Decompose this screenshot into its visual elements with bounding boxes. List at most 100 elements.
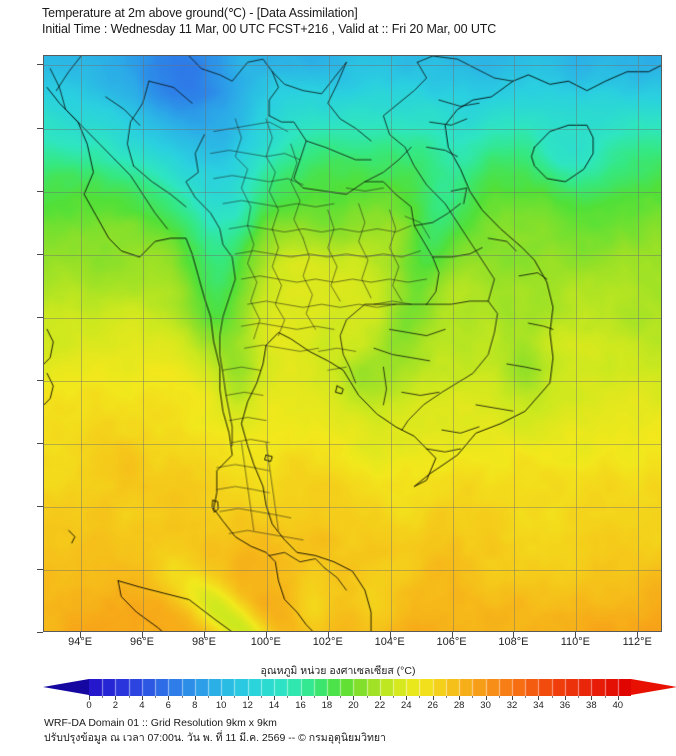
colorbar-tick-mark xyxy=(168,696,170,700)
colorbar-tick-label: 28 xyxy=(453,700,465,711)
colorbar-tick-label: 8 xyxy=(192,700,198,711)
colorbar-tick-label: 14 xyxy=(268,700,280,711)
colorbar-tick-label: 38 xyxy=(586,700,597,711)
x-axis-tick-label: 102°E xyxy=(312,636,343,648)
temperature-heatmap-canvas xyxy=(44,56,661,631)
colorbar-tick-mark xyxy=(194,696,196,700)
x-axis-tick-label: 96°E xyxy=(130,636,155,648)
colorbar-tick-label: 22 xyxy=(374,700,386,711)
colorbar: อุณหภูมิ หน่วย องศาเซลเซียส (°C) 0 2 4 6 8 10… xyxy=(0,662,676,712)
colorbar-tick-minor xyxy=(155,696,157,698)
colorbar-tick-label: 36 xyxy=(559,700,571,711)
colorbar-tick-label: 0 xyxy=(86,700,92,711)
colorbar-title: อุณหภูมิ หน่วย องศาเซลเซียส (°C) xyxy=(260,665,416,677)
map-plot-area xyxy=(43,55,662,632)
colorbar-tick-label: 34 xyxy=(533,700,544,711)
colorbar-tick-mark xyxy=(617,696,619,700)
colorbar-tick-label: 12 xyxy=(242,700,253,711)
x-axis-tick-label: 98°E xyxy=(191,636,216,648)
colorbar-tick-mark xyxy=(300,696,302,700)
x-axis-tick-mark xyxy=(575,632,577,638)
x-axis-tick-mark xyxy=(203,632,205,638)
colorbar-tick-minor xyxy=(181,696,183,698)
colorbar-tick-label: 40 xyxy=(612,700,624,711)
colorbar-tick-label: 18 xyxy=(321,700,333,711)
colorbar-tick-mark xyxy=(115,696,117,700)
colorbar-tick-label: 6 xyxy=(165,700,171,711)
colorbar-tick-minor xyxy=(366,696,368,698)
x-axis-tick-mark xyxy=(451,632,453,638)
colorbar-tick-mark xyxy=(247,696,249,700)
colorbar-over-arrow-icon xyxy=(631,679,676,695)
x-axis-tick-label: 100°E xyxy=(250,636,281,648)
colorbar-tick-minor xyxy=(313,696,315,698)
x-axis-tick-label: 110°E xyxy=(560,636,590,648)
x-axis-tick-mark xyxy=(265,632,267,638)
colorbar-tick-mark xyxy=(591,696,593,700)
colorbar-tick-label: 24 xyxy=(400,700,412,711)
colorbar-tick-label: 30 xyxy=(480,700,491,711)
colorbar-tick-mark xyxy=(485,696,487,700)
colorbar-tick-label: 16 xyxy=(295,700,306,711)
colorbar-tick-minor xyxy=(604,696,606,698)
colorbar-tick-mark xyxy=(564,696,566,700)
colorbar-tick-minor xyxy=(102,696,104,698)
x-axis-tick-mark xyxy=(142,632,144,638)
x-axis-tick-mark xyxy=(637,632,639,638)
colorbar-tick-minor xyxy=(207,696,209,698)
x-axis-tick-mark xyxy=(513,632,515,638)
footer-line-2: ปรับปรุงข้อมูล ณ เวลา 07:00น. วัน พ. ที่… xyxy=(44,732,386,744)
y-axis-tick-mark xyxy=(37,632,43,633)
colorbar-tick-label: 4 xyxy=(139,700,145,711)
x-axis-tick-label: 108°E xyxy=(498,636,529,648)
chart-title-block: Temperature at 2m above ground(℃) - [Dat… xyxy=(42,5,662,37)
x-axis-tick-label: 112°E xyxy=(622,636,652,648)
colorbar-tick-mark xyxy=(432,696,434,700)
chart-title-line-2: Initial Time : Wednesday 11 Mar, 00 UTC … xyxy=(42,22,497,36)
colorbar-tick-label: 32 xyxy=(506,700,518,711)
y-axis-tick-mark xyxy=(37,442,43,444)
colorbar-tick-mark xyxy=(221,696,223,700)
colorbar-tick-minor xyxy=(419,696,421,698)
y-axis-tick-mark xyxy=(37,568,43,570)
x-axis-tick-label: 106°E xyxy=(436,636,467,648)
colorbar-tick-mark xyxy=(538,696,540,700)
colorbar-tick-minor xyxy=(551,696,553,698)
y-axis-tick-mark xyxy=(37,190,43,192)
footer-line-1: WRF-DA Domain 01 :: Grid Resolution 9km … xyxy=(44,717,277,729)
colorbar-tick-minor xyxy=(234,696,236,698)
colorbar-gradient xyxy=(89,679,631,696)
x-axis-tick-label: 94°E xyxy=(68,636,93,648)
colorbar-tick-minor xyxy=(498,696,500,698)
chart-title-line-1: Temperature at 2m above ground(℃) - [Dat… xyxy=(42,6,358,20)
colorbar-tick-minor xyxy=(340,696,342,698)
colorbar-tick-label: 20 xyxy=(348,700,359,711)
y-axis-tick-mark xyxy=(37,505,43,507)
colorbar-tick-mark xyxy=(379,696,381,700)
x-axis-tick-mark xyxy=(80,632,82,638)
y-axis-tick-mark xyxy=(37,379,43,381)
colorbar-tick-mark xyxy=(89,696,90,700)
colorbar-tick-mark xyxy=(353,696,355,700)
x-axis-tick-mark xyxy=(389,632,391,638)
colorbar-under-arrow-icon xyxy=(43,679,89,695)
colorbar-tick-label: 10 xyxy=(215,700,227,711)
colorbar-tick-minor xyxy=(393,696,395,698)
colorbar-tick-mark xyxy=(459,696,461,700)
colorbar-tick-mark xyxy=(512,696,514,700)
colorbar-body xyxy=(43,679,676,696)
colorbar-tick-mark xyxy=(274,696,276,700)
colorbar-tick-minor xyxy=(472,696,474,698)
footer-block: WRF-DA Domain 01 :: Grid Resolution 9km … xyxy=(44,716,664,746)
colorbar-tick-minor xyxy=(578,696,580,698)
y-axis-tick-mark xyxy=(37,316,43,318)
colorbar-tick-mark xyxy=(141,696,143,700)
x-axis-tick-mark xyxy=(327,632,329,638)
colorbar-tick-minor xyxy=(525,696,527,698)
colorbar-tick-mark xyxy=(326,696,328,700)
colorbar-tick-label: 2 xyxy=(112,700,119,711)
x-axis-tick-label: 104°E xyxy=(374,636,405,648)
colorbar-tick-mark xyxy=(406,696,408,700)
colorbar-tick-minor xyxy=(128,696,130,698)
y-axis-tick-mark xyxy=(37,127,43,129)
